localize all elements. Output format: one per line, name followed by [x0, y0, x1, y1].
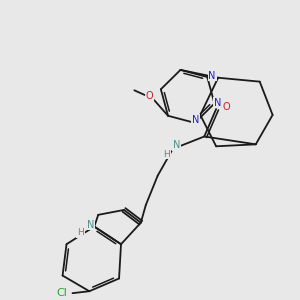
Text: O: O	[222, 102, 230, 112]
Text: N: N	[87, 220, 94, 230]
Text: H: H	[163, 150, 170, 159]
Text: Cl: Cl	[56, 288, 67, 298]
Text: N: N	[192, 115, 200, 125]
Text: O: O	[146, 91, 153, 101]
Text: H: H	[77, 228, 84, 237]
Text: N: N	[214, 98, 221, 107]
Text: N: N	[173, 140, 180, 150]
Text: N: N	[208, 71, 216, 81]
